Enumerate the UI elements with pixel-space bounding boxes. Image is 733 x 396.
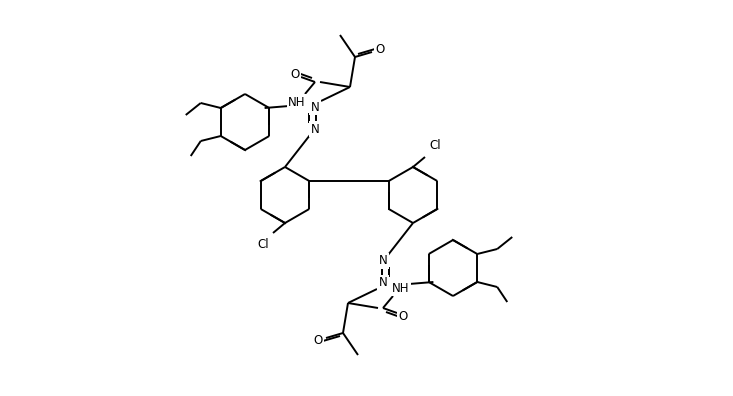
Text: O: O <box>398 310 408 322</box>
Text: O: O <box>375 42 385 55</box>
Text: O: O <box>314 335 323 348</box>
Text: O: O <box>290 67 300 80</box>
Text: N: N <box>379 255 387 268</box>
Text: Cl: Cl <box>430 139 441 152</box>
Text: Cl: Cl <box>257 238 269 251</box>
Text: N: N <box>311 101 320 114</box>
Text: N: N <box>311 122 320 135</box>
Text: N: N <box>379 276 387 289</box>
Text: NH: NH <box>288 95 306 109</box>
Text: NH: NH <box>392 282 410 295</box>
